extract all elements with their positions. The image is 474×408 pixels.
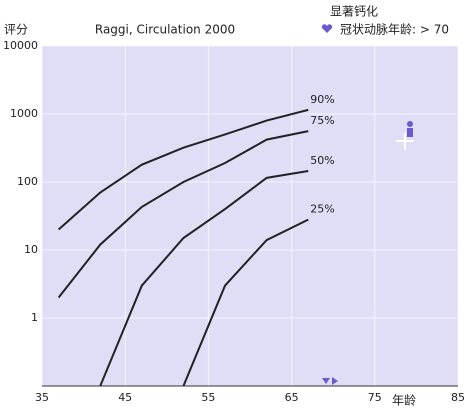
- series-line: [182, 218, 309, 387]
- y-tick-label: 1000: [10, 107, 38, 120]
- person-icon: [396, 121, 414, 150]
- x-tick-label: 55: [201, 391, 215, 404]
- y-tick-label: 10000: [3, 39, 38, 52]
- legend-icon: [321, 24, 333, 33]
- series-line: [99, 170, 309, 387]
- legend-item: 冠状动脉年龄: > 70: [340, 22, 449, 37]
- x-tick-label: 35: [35, 391, 49, 404]
- x-tick-label: 65: [285, 391, 299, 404]
- age-marker: [322, 377, 338, 385]
- y-tick-label: 10: [24, 243, 38, 256]
- series-line: [57, 108, 309, 231]
- series-line: [57, 130, 309, 299]
- legend-title: 显著钙化: [330, 5, 378, 19]
- chart-title: Raggi, Circulation 2000: [95, 23, 235, 37]
- y-tick-label: 100: [17, 175, 38, 188]
- series-label: 50%: [310, 154, 334, 167]
- plot-area: [42, 46, 458, 386]
- y-axis-label: 评分: [4, 23, 28, 37]
- x-axis-label: 年龄: [392, 394, 416, 408]
- x-tick-label: 75: [368, 391, 382, 404]
- y-tick-label: 1: [31, 311, 38, 324]
- x-tick-label: 85: [451, 391, 465, 404]
- series-label: 25%: [310, 203, 334, 216]
- series-label: 90%: [310, 93, 334, 106]
- x-tick-label: 45: [118, 391, 132, 404]
- series-label: 75%: [310, 114, 334, 127]
